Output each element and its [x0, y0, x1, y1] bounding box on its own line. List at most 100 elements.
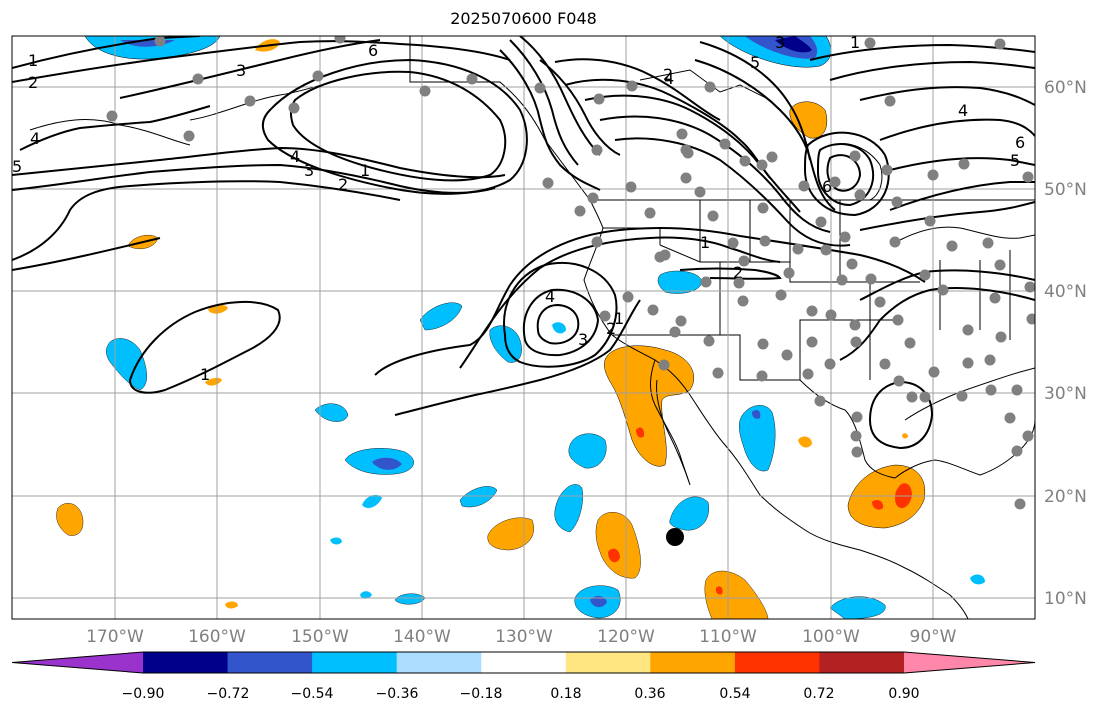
station-dot	[879, 358, 891, 370]
contour-label: 6	[1015, 133, 1025, 152]
station-dot	[733, 277, 745, 289]
station-dot	[766, 151, 778, 163]
station-dot	[192, 73, 204, 85]
station-dot	[712, 367, 724, 379]
station-dot	[1004, 412, 1016, 424]
contour-label: 1	[360, 161, 370, 180]
station-dot	[534, 82, 546, 94]
contour-label: 3	[775, 33, 785, 52]
colorbar-outline	[11, 651, 1036, 674]
station-dot	[593, 93, 605, 105]
station-dot	[985, 384, 997, 396]
contour-label: 2	[338, 175, 348, 194]
station-dot	[587, 192, 599, 204]
contour-label: 3	[304, 161, 314, 180]
station-dot	[757, 338, 769, 350]
station-dot	[757, 202, 769, 214]
station-dot	[626, 80, 638, 92]
station-dot	[989, 292, 1001, 304]
station-dot	[820, 244, 832, 256]
station-dot	[1024, 281, 1035, 293]
contour-label: 3	[236, 61, 246, 80]
contour-label: 6	[368, 41, 378, 60]
lat-label: 50°N	[1044, 180, 1087, 200]
station-dot	[806, 305, 818, 317]
contour-label: 1	[850, 33, 860, 52]
station-dot	[183, 130, 195, 142]
lon-label: 170°W	[86, 627, 144, 647]
colorbar-segment	[312, 652, 398, 673]
colorbar-segment	[819, 652, 905, 673]
colorbar-tick-label: −0.90	[122, 686, 165, 702]
colorbar-tick-label: 0.36	[634, 686, 665, 702]
station-dot	[756, 159, 768, 171]
station-dot	[783, 267, 795, 279]
station-dot	[759, 235, 771, 247]
location-marker	[666, 528, 684, 546]
station-dot	[707, 210, 719, 222]
station-dot	[919, 391, 931, 403]
station-dot	[1026, 313, 1035, 325]
station-dot	[854, 189, 866, 201]
contour-label: 2	[28, 73, 38, 92]
colorbar-tick-label: 0.90	[888, 686, 919, 702]
contour-label: 5	[1010, 151, 1020, 170]
contour-label: 4	[545, 287, 555, 306]
contour-label: 5	[12, 157, 22, 176]
contour-label: 4	[664, 69, 674, 88]
contour-label: 2	[606, 319, 616, 338]
colorbar-tick-label: 0.18	[550, 686, 581, 702]
station-dot	[591, 236, 603, 248]
station-dot	[865, 273, 877, 285]
station-dot	[106, 110, 118, 122]
contour-label: 3	[578, 330, 588, 349]
station-dot	[927, 169, 939, 181]
longitude-labels: 170°W 160°W 150°W 140°W 130°W 120°W 110°…	[86, 627, 957, 647]
contour-label-group: 1 2 3 4 5 6 1 2 3 4 5 6 4 3 2 1 3 4 1 2 …	[12, 33, 1025, 384]
station-dot	[781, 349, 793, 361]
anomaly-shading	[56, 36, 985, 619]
station-dot	[924, 215, 936, 227]
contour-label: 1	[614, 309, 624, 328]
lon-label: 140°W	[393, 627, 451, 647]
station-dot	[737, 295, 749, 307]
station-dot	[846, 258, 858, 270]
station-dot	[946, 240, 958, 252]
station-dot	[419, 85, 431, 97]
station-dot	[622, 291, 634, 303]
station-dot	[756, 370, 768, 382]
station-dot	[647, 304, 659, 316]
contour-label: 5	[750, 53, 760, 72]
station-dot	[680, 144, 692, 156]
station-dot	[984, 354, 996, 366]
lat-label: 40°N	[1044, 282, 1087, 302]
station-dot	[154, 36, 166, 47]
station-dot	[244, 95, 256, 107]
contour-label: 1	[200, 365, 210, 384]
contour-label: 4	[290, 147, 300, 166]
station-dot	[1011, 384, 1023, 396]
station-dot	[719, 138, 731, 150]
station-dot	[334, 36, 346, 44]
station-dot	[825, 309, 837, 321]
station-dot	[591, 144, 603, 156]
colorbar-tick-label: 0.72	[803, 686, 834, 702]
station-dot	[658, 359, 670, 371]
station-dot	[680, 172, 692, 184]
station-dot	[874, 296, 886, 308]
station-dot	[851, 446, 863, 458]
station-dot	[775, 289, 787, 301]
contour-label: 4	[958, 101, 968, 120]
station-markers	[106, 36, 1035, 510]
station-dot	[851, 411, 863, 423]
colorbar-tick-label: −0.18	[460, 686, 503, 702]
station-dot	[704, 81, 716, 93]
station-dot	[466, 73, 478, 85]
station-dot	[806, 336, 818, 348]
lon-label: 90°W	[910, 627, 957, 647]
colorbar-segment	[396, 652, 482, 673]
station-dot	[694, 186, 706, 198]
contour-label: 2	[733, 263, 743, 282]
station-dot	[956, 390, 968, 402]
